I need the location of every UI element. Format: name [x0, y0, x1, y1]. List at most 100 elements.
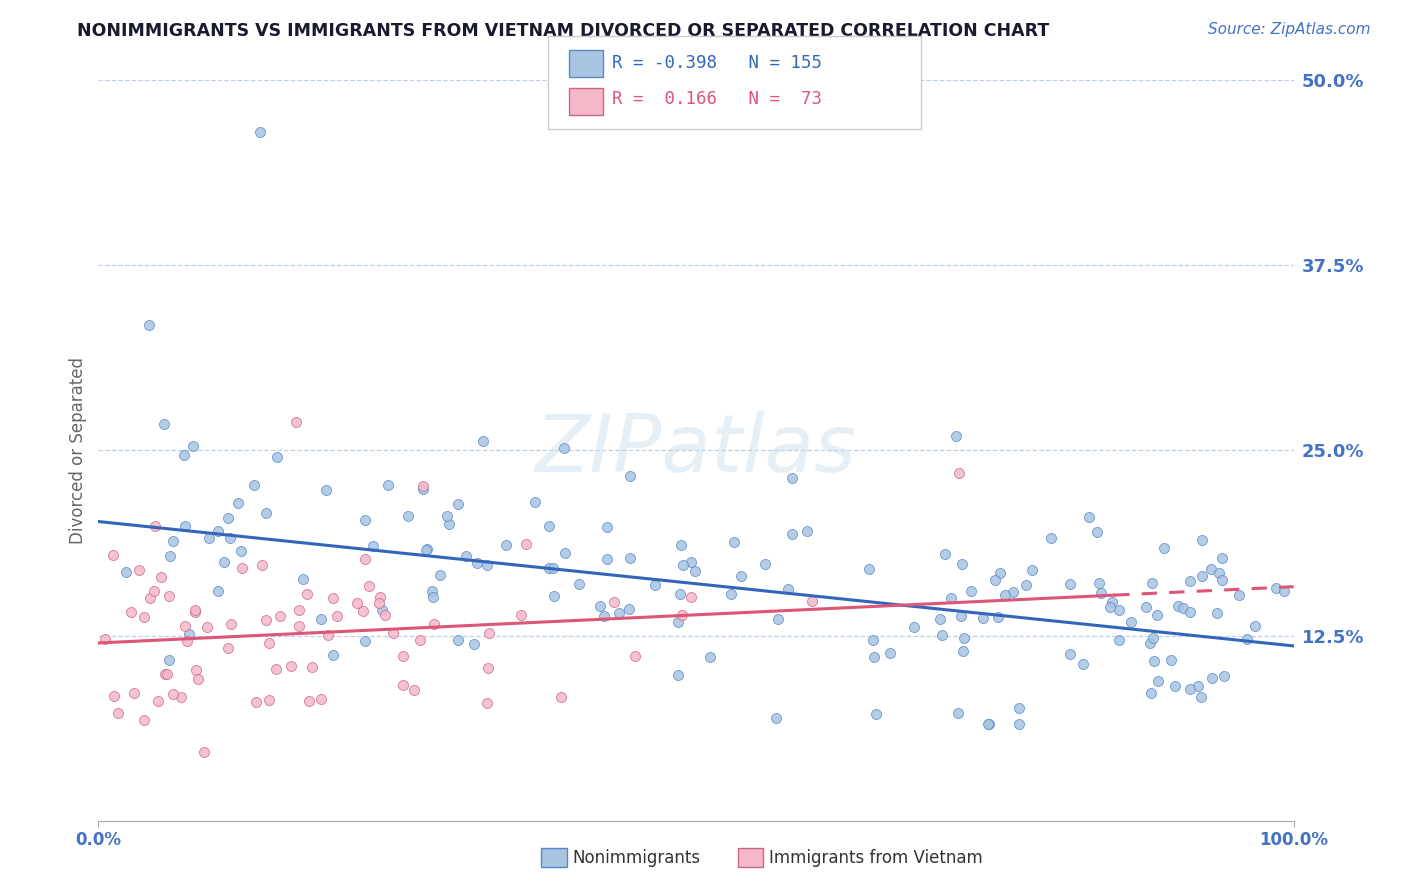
- Point: [1099, 599, 1122, 614]
- Point: [1008, 717, 1031, 731]
- Point: [298, 694, 321, 708]
- Point: [218, 531, 240, 545]
- Point: [1101, 595, 1123, 609]
- Point: [668, 587, 690, 601]
- Point: [391, 678, 413, 692]
- Point: [617, 602, 640, 616]
- Point: [245, 695, 267, 709]
- Point: [359, 579, 381, 593]
- Point: [983, 574, 1005, 588]
- Point: [115, 565, 138, 579]
- Point: [103, 689, 125, 703]
- Point: [157, 653, 180, 667]
- Point: [134, 714, 156, 728]
- Point: [292, 572, 315, 586]
- Point: [354, 633, 377, 648]
- Point: [138, 318, 160, 332]
- Text: NONIMMIGRANTS VS IMMIGRANTS FROM VIETNAM DIVORCED OR SEPARATED CORRELATION CHART: NONIMMIGRANTS VS IMMIGRANTS FROM VIETNAM…: [77, 22, 1050, 40]
- Point: [603, 595, 626, 609]
- Point: [1108, 632, 1130, 647]
- Point: [1153, 541, 1175, 555]
- Point: [153, 666, 176, 681]
- Point: [988, 566, 1011, 580]
- Point: [879, 647, 901, 661]
- Point: [361, 540, 384, 554]
- Point: [207, 524, 229, 538]
- Point: [231, 561, 253, 575]
- Point: [181, 439, 204, 453]
- Point: [465, 557, 488, 571]
- Point: [146, 694, 169, 708]
- Point: [1227, 589, 1250, 603]
- Point: [368, 590, 391, 604]
- Point: [1088, 576, 1111, 591]
- Point: [1264, 581, 1286, 595]
- Point: [1071, 657, 1094, 672]
- Point: [184, 605, 207, 619]
- Point: [934, 547, 956, 561]
- Point: [381, 625, 404, 640]
- Point: [666, 615, 689, 629]
- Point: [766, 612, 789, 626]
- Point: [1015, 578, 1038, 592]
- Point: [550, 690, 572, 705]
- Point: [173, 618, 195, 632]
- Point: [976, 717, 998, 731]
- Point: [1211, 551, 1233, 566]
- Point: [1212, 669, 1234, 683]
- Point: [173, 518, 195, 533]
- Point: [436, 508, 458, 523]
- Point: [596, 551, 619, 566]
- Point: [669, 538, 692, 552]
- Point: [515, 537, 537, 551]
- Point: [322, 591, 344, 605]
- Point: [699, 650, 721, 665]
- Point: [217, 640, 239, 655]
- Point: [1002, 585, 1025, 599]
- Point: [619, 469, 641, 483]
- Point: [1189, 690, 1212, 705]
- Point: [1199, 562, 1222, 576]
- Point: [782, 527, 804, 541]
- Point: [950, 557, 973, 571]
- Point: [1180, 682, 1202, 697]
- Point: [315, 483, 337, 497]
- Point: [402, 682, 425, 697]
- Point: [132, 609, 155, 624]
- Point: [207, 583, 229, 598]
- Point: [524, 494, 547, 508]
- Point: [391, 648, 413, 663]
- Point: [173, 448, 195, 462]
- Point: [945, 429, 967, 443]
- Point: [269, 608, 291, 623]
- Point: [495, 538, 517, 552]
- Y-axis label: Divorced or Separated: Divorced or Separated: [69, 357, 87, 544]
- Point: [152, 417, 174, 431]
- Point: [1135, 600, 1157, 615]
- Point: [257, 636, 280, 650]
- Point: [1171, 600, 1194, 615]
- Point: [149, 569, 172, 583]
- Point: [226, 496, 249, 510]
- Point: [409, 633, 432, 648]
- Point: [1085, 525, 1108, 540]
- Text: Immigrants from Vietnam: Immigrants from Vietnam: [769, 849, 983, 867]
- Point: [1140, 686, 1163, 700]
- Point: [295, 587, 318, 601]
- Point: [1167, 599, 1189, 614]
- Point: [475, 558, 498, 572]
- Point: [187, 673, 209, 687]
- Point: [568, 577, 591, 591]
- Point: [1040, 531, 1063, 545]
- Point: [1078, 510, 1101, 524]
- Point: [288, 603, 311, 617]
- Point: [177, 627, 200, 641]
- Point: [607, 606, 630, 620]
- Point: [510, 607, 533, 622]
- Point: [101, 548, 124, 562]
- Point: [128, 563, 150, 577]
- Point: [162, 534, 184, 549]
- Point: [862, 632, 884, 647]
- Point: [949, 609, 972, 624]
- Point: [723, 535, 745, 549]
